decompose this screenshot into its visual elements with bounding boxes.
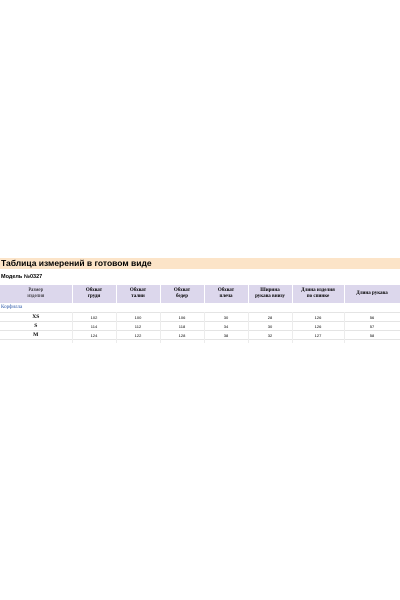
header-line: плеча [219, 294, 233, 299]
header-line: Обхват [129, 288, 147, 293]
table-row: XS 102 100 106 30 28 126 56 [0, 312, 400, 322]
header-line: рукава внизу [255, 294, 285, 299]
size-cell: M [0, 330, 73, 340]
table-cell: 38 [204, 330, 249, 340]
table-row-empty [0, 339, 400, 343]
header-sleeve-width: Ширина рукава внизу [248, 285, 293, 303]
header-line: Размер [28, 288, 44, 293]
table-cell: 127 [292, 330, 345, 340]
table-cell-empty [204, 339, 249, 343]
fabric-label: Корфилла [1, 305, 23, 310]
table-cell: 124 [72, 330, 117, 340]
table-cell-empty [0, 339, 73, 343]
model-label: Модель №0327 [1, 274, 43, 280]
table-cell: 58 [344, 330, 400, 340]
table-cell: 128 [160, 330, 205, 340]
header-line: Длина изделия [301, 288, 335, 293]
size-table: Размер изделия Обхват груди Обхват талии… [0, 285, 400, 343]
header-line: Ширина [260, 288, 280, 293]
table-cell: 30 [248, 321, 293, 331]
table-cell-empty [248, 339, 293, 343]
header-chest: Обхват груди [72, 285, 117, 303]
header-size: Размер изделия [0, 285, 73, 303]
table-cell: 112 [116, 321, 161, 331]
header-line: талии [131, 294, 145, 299]
table-cell-empty [344, 339, 400, 343]
table-cell: 56 [344, 312, 400, 322]
table-cell: 102 [72, 312, 117, 322]
header-line: бедер [175, 294, 189, 299]
header-line: изделия [27, 294, 45, 299]
page-title: Таблица измерений в готовом виде [1, 258, 152, 268]
table-cell: 126 [292, 312, 345, 322]
header-line: Обхват [217, 288, 235, 293]
fabric-cell: Корфилла [0, 303, 400, 313]
table-cell: 122 [116, 330, 161, 340]
size-cell: XS [0, 312, 73, 322]
header-hips: Обхват бедер [160, 285, 205, 303]
table-cell: 114 [72, 321, 117, 331]
fabric-row: Корфилла [0, 303, 400, 313]
table-cell-empty [160, 339, 205, 343]
table-cell-empty [116, 339, 161, 343]
header-line: груди [87, 294, 101, 299]
table-cell: 118 [160, 321, 205, 331]
size-cell: S [0, 321, 73, 331]
table-cell: 106 [160, 312, 205, 322]
header-waist: Обхват талии [116, 285, 161, 303]
table-cell: 34 [204, 321, 249, 331]
table-cell: 57 [344, 321, 400, 331]
table-cell: 28 [248, 312, 293, 322]
header-shoulder: Обхват плеча [204, 285, 249, 303]
header-line: Обхват [85, 288, 103, 293]
header-back-length: Длина изделия по спинке [292, 285, 345, 303]
table-row: S 114 112 118 34 30 126 57 [0, 321, 400, 331]
header-line: Обхват [173, 288, 191, 293]
table-row: M 124 122 128 38 32 127 58 [0, 330, 400, 340]
table-header-row: Размер изделия Обхват груди Обхват талии… [0, 285, 400, 303]
header-sleeve-length: Длина рукава [344, 285, 400, 303]
table-cell-empty [72, 339, 117, 343]
table-cell: 126 [292, 321, 345, 331]
title-bar: Таблица измерений в готовом виде [0, 258, 400, 269]
table-cell: 100 [116, 312, 161, 322]
header-line: Длина рукава [356, 291, 388, 296]
table-cell: 32 [248, 330, 293, 340]
table-cell: 30 [204, 312, 249, 322]
table-cell-empty [292, 339, 345, 343]
header-line: по спинке [306, 294, 330, 299]
